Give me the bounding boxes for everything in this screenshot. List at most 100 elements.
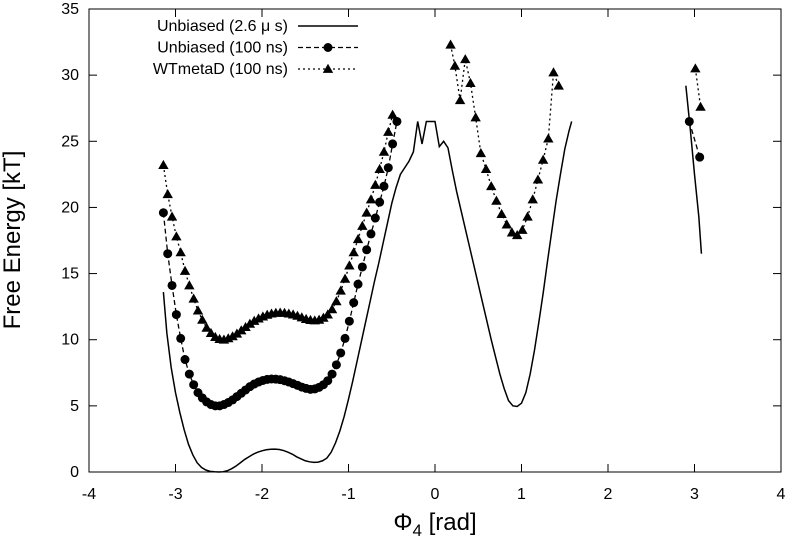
data-point [501, 219, 512, 229]
data-point [179, 265, 191, 275]
data-point [331, 360, 341, 370]
data-point [553, 80, 564, 90]
legend-entry: Unbiased (2.6 μ s) [157, 18, 358, 35]
data-point [349, 298, 359, 308]
data-point [171, 231, 182, 241]
data-point [374, 163, 385, 173]
data-point [162, 189, 173, 199]
data-point [454, 95, 466, 105]
legend-entry: WTmetaD (100 ns) [153, 61, 358, 78]
x-tick-label: 4 [777, 486, 786, 503]
y-tick-label: 30 [61, 67, 79, 84]
data-point [537, 154, 549, 164]
legend: Unbiased (2.6 μ s) Unbiased (100 ns) WTmet… [153, 18, 358, 78]
data-point [392, 116, 402, 126]
series-line [685, 85, 703, 254]
data-point [684, 116, 694, 126]
data-point [339, 273, 351, 283]
data-point [197, 314, 208, 324]
data-point [352, 233, 364, 244]
data-point [543, 133, 554, 143]
y-axis-title: Free Energy [kT] [0, 151, 26, 330]
legend-label: Unbiased (100 ns) [157, 40, 288, 57]
data-point [336, 348, 346, 358]
data-point [486, 181, 497, 191]
data-point [496, 208, 507, 218]
data-point [366, 229, 376, 239]
data-point [445, 39, 456, 49]
data-point [511, 230, 523, 240]
series-line [162, 120, 573, 473]
x-tick-labels: -4 -3 -2 -1 0 1 2 3 4 [82, 486, 786, 503]
legend-marker [322, 63, 334, 73]
data-point [378, 146, 390, 156]
data-point [548, 67, 559, 77]
data-point [522, 211, 533, 221]
data-point [370, 179, 381, 189]
x-axis-title: Φ4 [rad] [393, 509, 476, 540]
data-point [383, 163, 393, 173]
data-point [335, 285, 346, 295]
series-unbiased-100-ns [158, 116, 705, 411]
data-point [388, 139, 398, 149]
data-point [201, 322, 212, 332]
y-tick-labels: 0 5 10 15 20 25 30 35 [61, 1, 79, 481]
data-point [327, 369, 337, 379]
data-point [184, 280, 195, 290]
data-point [344, 316, 354, 326]
data-point [175, 247, 186, 257]
series-wtmetad-100-ns [158, 39, 706, 344]
data-point [166, 211, 178, 221]
legend-marker [323, 43, 333, 52]
data-point [205, 327, 217, 337]
series-unbiased-2-6-s [162, 85, 703, 473]
x-tick-label: -2 [255, 486, 269, 503]
data-point [244, 318, 256, 328]
y-tick-label: 0 [70, 464, 79, 481]
x-axis-symbol: Φ [393, 509, 412, 536]
data-point [353, 279, 363, 289]
data-point [365, 194, 377, 204]
legend-entry: Unbiased (100 ns) [157, 40, 358, 57]
data-point [326, 304, 338, 314]
data-point [470, 112, 481, 122]
data-point [475, 147, 487, 158]
data-point [383, 126, 394, 136]
data-point [189, 380, 199, 390]
data-point [184, 369, 194, 379]
data-point [167, 280, 177, 290]
y-tick-label: 35 [61, 1, 79, 18]
legend-label: WTmetaD (100 ns) [153, 61, 288, 78]
data-point [331, 296, 342, 306]
data-point [322, 309, 333, 319]
data-point [323, 376, 333, 386]
data-point [249, 315, 260, 325]
data-point [379, 181, 389, 191]
x-tick-label: 2 [604, 486, 613, 503]
data-point [227, 331, 238, 341]
legend-label: Unbiased (2.6 μ s) [157, 18, 288, 35]
data-point [690, 63, 701, 73]
x-tick-label: 3 [690, 486, 699, 503]
data-point [171, 310, 181, 320]
data-point [695, 152, 705, 162]
y-tick-label: 25 [61, 133, 79, 150]
series-line [694, 68, 702, 107]
series-line [688, 121, 701, 158]
series-layer [158, 39, 706, 473]
data-point [517, 224, 528, 234]
y-tick-label: 15 [61, 266, 79, 283]
y-tick-label: 20 [61, 199, 79, 216]
data-point [480, 163, 492, 173]
data-point [357, 220, 368, 230]
data-point [387, 109, 398, 119]
data-point [460, 54, 471, 64]
data-point [188, 293, 199, 303]
data-point [357, 262, 367, 272]
plot-frame [88, 8, 782, 473]
data-point [158, 208, 168, 218]
data-point [695, 101, 706, 111]
x-tick-label: -1 [341, 486, 355, 503]
data-point [375, 197, 385, 207]
